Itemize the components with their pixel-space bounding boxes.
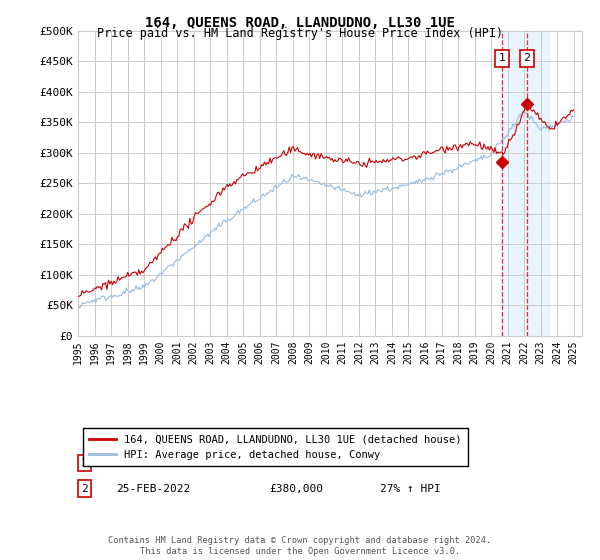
Text: 2: 2	[523, 53, 530, 63]
Text: 164, QUEENS ROAD, LLANDUDNO, LL30 1UE: 164, QUEENS ROAD, LLANDUDNO, LL30 1UE	[145, 16, 455, 30]
Text: 19% ↑ HPI: 19% ↑ HPI	[380, 458, 441, 468]
Bar	[502, 31, 549, 336]
Text: 25-FEB-2022: 25-FEB-2022	[116, 484, 190, 493]
Text: Price paid vs. HM Land Registry's House Price Index (HPI): Price paid vs. HM Land Registry's House …	[97, 27, 503, 40]
Text: 1: 1	[80, 458, 88, 468]
Text: 2: 2	[80, 484, 88, 493]
Text: 1: 1	[499, 53, 505, 63]
Text: Contains HM Land Registry data © Crown copyright and database right 2024.
This d: Contains HM Land Registry data © Crown c…	[109, 536, 491, 556]
Text: £380,000: £380,000	[269, 484, 323, 493]
Text: £285,000: £285,000	[269, 458, 323, 468]
Legend: 164, QUEENS ROAD, LLANDUDNO, LL30 1UE (detached house), HPI: Average price, deta: 164, QUEENS ROAD, LLANDUDNO, LL30 1UE (d…	[83, 428, 467, 466]
Text: 27% ↑ HPI: 27% ↑ HPI	[380, 484, 441, 493]
Text: 24-AUG-2020: 24-AUG-2020	[116, 458, 190, 468]
